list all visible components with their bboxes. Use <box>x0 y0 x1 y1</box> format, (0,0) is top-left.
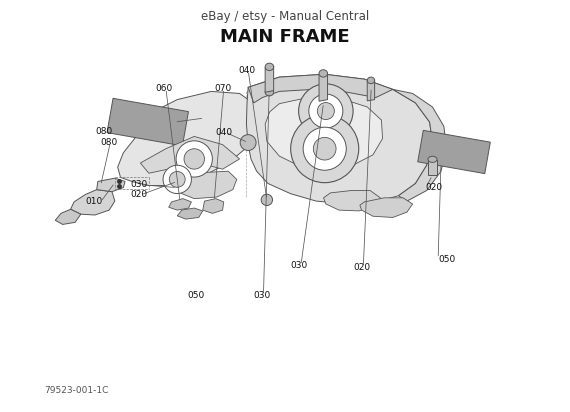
Polygon shape <box>246 74 433 204</box>
Circle shape <box>176 141 213 177</box>
Polygon shape <box>367 80 374 101</box>
Text: 060: 060 <box>156 84 173 93</box>
Text: 030: 030 <box>131 180 148 189</box>
Text: 080: 080 <box>101 138 118 147</box>
Polygon shape <box>324 190 380 211</box>
Text: 080: 080 <box>95 127 112 136</box>
Ellipse shape <box>265 89 274 96</box>
Text: 070: 070 <box>214 84 231 93</box>
Ellipse shape <box>319 70 328 77</box>
Text: 020: 020 <box>131 190 148 199</box>
Circle shape <box>299 84 353 138</box>
Ellipse shape <box>367 77 374 84</box>
Circle shape <box>184 149 205 169</box>
Text: MAIN FRAME: MAIN FRAME <box>220 28 350 46</box>
Text: 030: 030 <box>291 261 308 270</box>
Circle shape <box>261 194 272 206</box>
Text: 040: 040 <box>238 66 255 75</box>
Polygon shape <box>203 199 224 213</box>
Circle shape <box>240 135 256 150</box>
Circle shape <box>303 127 346 170</box>
Polygon shape <box>248 74 393 103</box>
Polygon shape <box>428 160 437 176</box>
Text: 030: 030 <box>254 291 271 300</box>
Ellipse shape <box>265 63 274 70</box>
Polygon shape <box>71 190 115 215</box>
Polygon shape <box>319 73 328 101</box>
Text: 020: 020 <box>353 263 370 272</box>
Circle shape <box>314 137 336 160</box>
Polygon shape <box>265 66 274 92</box>
Polygon shape <box>265 98 382 169</box>
Text: 010: 010 <box>86 197 103 206</box>
Polygon shape <box>55 209 81 225</box>
Circle shape <box>309 94 343 128</box>
Text: 050: 050 <box>438 255 455 264</box>
Polygon shape <box>176 171 237 199</box>
Circle shape <box>317 103 335 119</box>
Circle shape <box>163 165 192 194</box>
Ellipse shape <box>428 156 437 162</box>
Circle shape <box>169 171 185 187</box>
Polygon shape <box>140 136 239 173</box>
Polygon shape <box>117 91 259 185</box>
Circle shape <box>291 115 359 183</box>
Text: 79523-001-1C: 79523-001-1C <box>44 386 108 395</box>
Polygon shape <box>169 199 192 210</box>
Polygon shape <box>393 89 447 201</box>
Text: 020: 020 <box>426 183 443 192</box>
Text: 040: 040 <box>216 128 233 137</box>
Text: eBay / etsy - Manual Central: eBay / etsy - Manual Central <box>201 9 369 23</box>
Polygon shape <box>177 208 203 219</box>
Polygon shape <box>107 98 189 146</box>
Polygon shape <box>418 130 490 173</box>
Polygon shape <box>97 178 125 192</box>
Polygon shape <box>360 198 413 218</box>
Text: 050: 050 <box>188 291 205 300</box>
